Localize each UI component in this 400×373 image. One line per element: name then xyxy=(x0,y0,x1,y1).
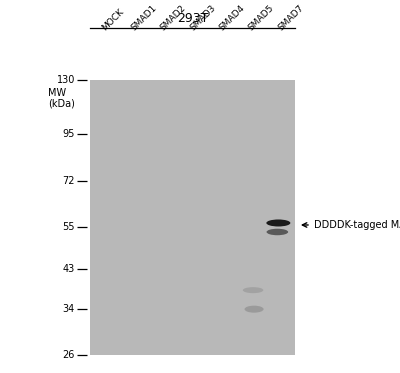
Text: SMAD3: SMAD3 xyxy=(188,3,217,32)
Ellipse shape xyxy=(266,219,290,226)
Bar xyxy=(90,80,295,355)
Text: 43: 43 xyxy=(63,264,75,274)
Text: 55: 55 xyxy=(62,222,75,232)
Text: 34: 34 xyxy=(63,304,75,314)
Text: 95: 95 xyxy=(63,129,75,139)
Text: MOCK: MOCK xyxy=(100,7,126,32)
Ellipse shape xyxy=(243,287,263,293)
Text: MW: MW xyxy=(48,88,66,98)
Text: SMAD2: SMAD2 xyxy=(159,3,188,32)
Text: 293T: 293T xyxy=(177,12,208,25)
Text: SMAD1: SMAD1 xyxy=(130,3,159,32)
Text: (kDa): (kDa) xyxy=(48,98,75,108)
Text: 72: 72 xyxy=(62,176,75,186)
Ellipse shape xyxy=(266,229,288,235)
Text: 26: 26 xyxy=(63,350,75,360)
Text: SMAD4: SMAD4 xyxy=(218,3,246,32)
Text: 130: 130 xyxy=(57,75,75,85)
Text: SMAD7: SMAD7 xyxy=(276,3,305,32)
Text: DDDDK-tagged MADH7: DDDDK-tagged MADH7 xyxy=(314,220,400,230)
Text: SMAD5: SMAD5 xyxy=(247,3,276,32)
Ellipse shape xyxy=(244,305,264,313)
